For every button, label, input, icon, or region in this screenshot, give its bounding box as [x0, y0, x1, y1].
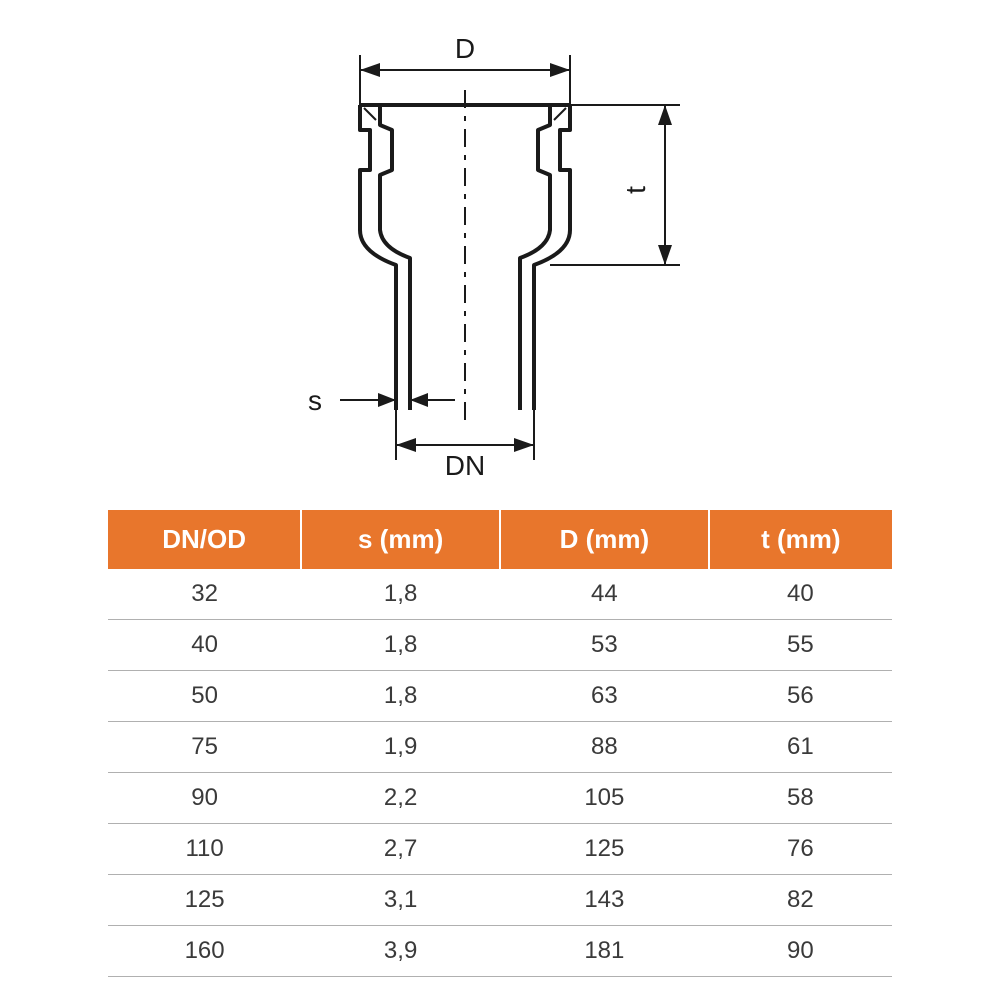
label-s: s [308, 385, 322, 416]
cell: 40 [709, 569, 892, 620]
table-row: 1603,918190 [108, 926, 892, 977]
cell: 3,9 [301, 926, 500, 977]
cell: 2,2 [301, 773, 500, 824]
cell: 110 [108, 824, 301, 875]
col-header-1: s (mm) [301, 510, 500, 569]
cell: 1,8 [301, 569, 500, 620]
pipe-fitting-svg: D t [200, 30, 800, 480]
table-row: 1102,712576 [108, 824, 892, 875]
cell: 40 [108, 620, 301, 671]
cell: 75 [108, 722, 301, 773]
spec-table: DN/ODs (mm)D (mm)t (mm) 321,84440401,853… [108, 510, 892, 977]
cell: 143 [500, 875, 709, 926]
col-header-3: t (mm) [709, 510, 892, 569]
table-row: 902,210558 [108, 773, 892, 824]
label-dn: DN [445, 450, 485, 480]
col-header-2: D (mm) [500, 510, 709, 569]
label-d: D [455, 33, 475, 64]
cell: 90 [108, 773, 301, 824]
cell: 61 [709, 722, 892, 773]
cell: 1,8 [301, 671, 500, 722]
label-t: t [620, 186, 651, 194]
cell: 3,1 [301, 875, 500, 926]
cell: 125 [500, 824, 709, 875]
cell: 82 [709, 875, 892, 926]
cell: 50 [108, 671, 301, 722]
cell: 1,9 [301, 722, 500, 773]
table-row: 321,84440 [108, 569, 892, 620]
col-header-0: DN/OD [108, 510, 301, 569]
table-row: 501,86356 [108, 671, 892, 722]
cell: 55 [709, 620, 892, 671]
cell: 90 [709, 926, 892, 977]
cell: 181 [500, 926, 709, 977]
dimensions-table: DN/ODs (mm)D (mm)t (mm) 321,84440401,853… [108, 510, 892, 977]
cell: 32 [108, 569, 301, 620]
technical-diagram: D t [200, 30, 800, 480]
cell: 44 [500, 569, 709, 620]
cell: 76 [709, 824, 892, 875]
cell: 58 [709, 773, 892, 824]
dimension-dn: DN [396, 410, 534, 480]
cell: 125 [108, 875, 301, 926]
cell: 2,7 [301, 824, 500, 875]
cell: 1,8 [301, 620, 500, 671]
table-row: 751,98861 [108, 722, 892, 773]
dimension-s: s [308, 385, 455, 416]
cell: 63 [500, 671, 709, 722]
cell: 88 [500, 722, 709, 773]
table-body: 321,84440401,85355501,86356751,98861902,… [108, 569, 892, 977]
cell: 56 [709, 671, 892, 722]
table-header: DN/ODs (mm)D (mm)t (mm) [108, 510, 892, 569]
cell: 160 [108, 926, 301, 977]
cell: 53 [500, 620, 709, 671]
table-row: 401,85355 [108, 620, 892, 671]
table-row: 1253,114382 [108, 875, 892, 926]
cell: 105 [500, 773, 709, 824]
